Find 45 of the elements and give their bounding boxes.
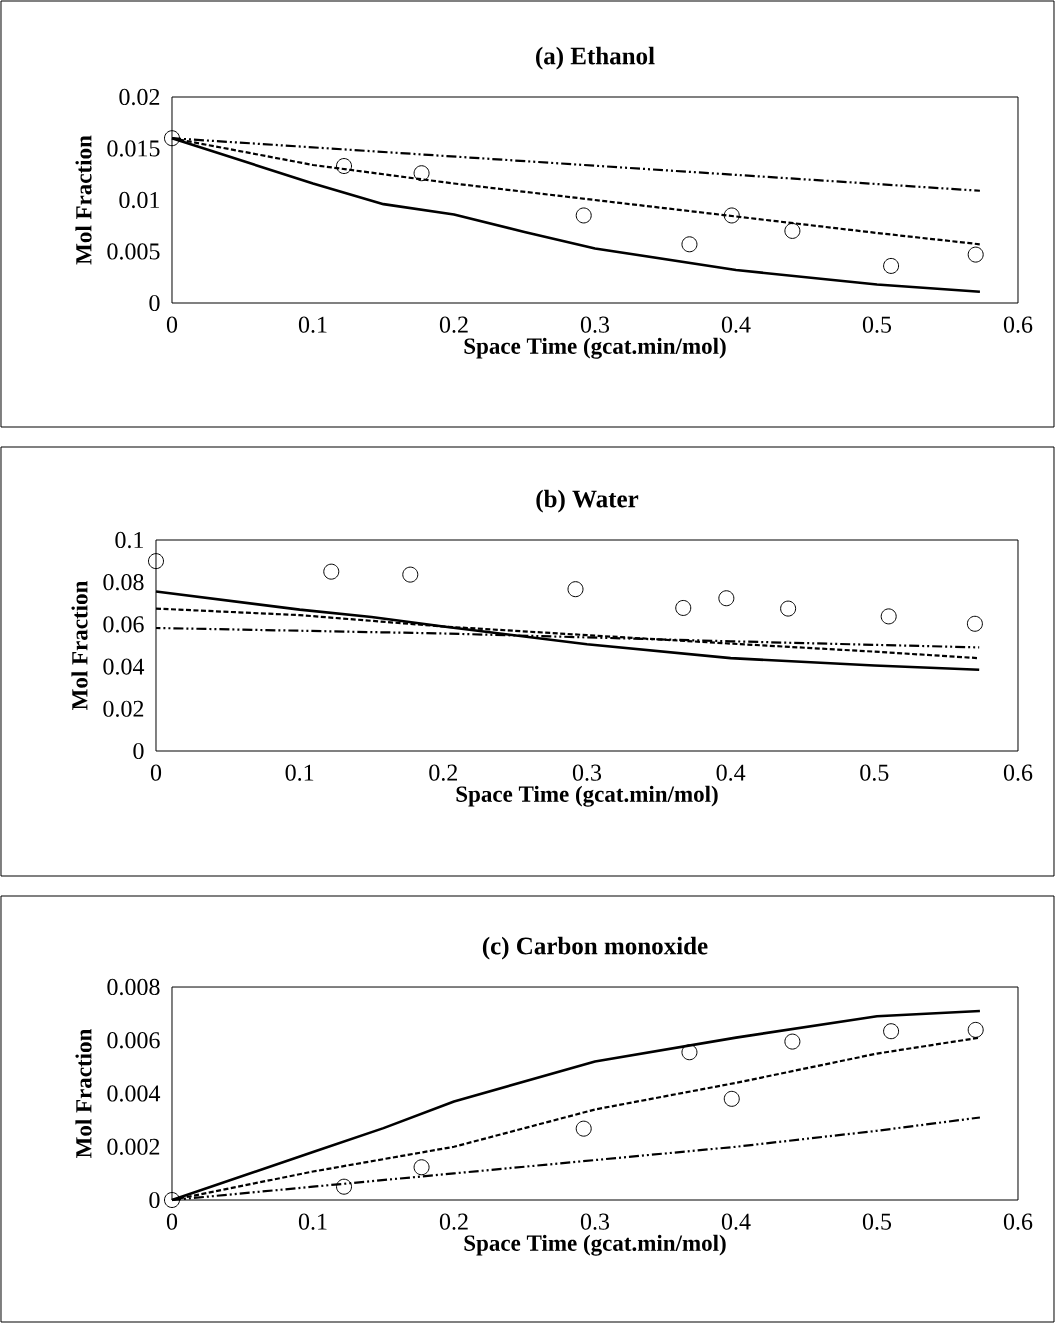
y-tick-label: 0.1 bbox=[115, 531, 144, 549]
y-tick-label: 0.006 bbox=[107, 1032, 160, 1049]
x-tick-label: 0.4 bbox=[716, 764, 746, 781]
x-tick-label: 0.3 bbox=[580, 316, 610, 333]
x-axis-title: Space Time (gcat.min/mol) bbox=[456, 785, 718, 807]
x-tick-label: 0.5 bbox=[862, 1213, 892, 1230]
chart-title: (c) Carbon monoxide bbox=[482, 936, 708, 960]
x-tick-label: 0.5 bbox=[862, 316, 892, 333]
y-axis-title: Mol Fraction bbox=[71, 581, 88, 710]
y-axis-title: Mol Fraction bbox=[75, 1029, 92, 1158]
x-tick-label: 0.5 bbox=[860, 764, 889, 781]
y-tick-label: 0 bbox=[149, 294, 160, 312]
x-tick-label: 0.4 bbox=[721, 316, 751, 333]
x-tick-label: 0 bbox=[166, 1213, 178, 1230]
y-tick-label: 0.01 bbox=[119, 191, 160, 209]
x-tick-label: 0.6 bbox=[1003, 316, 1033, 333]
x-tick-label: 0.1 bbox=[298, 1213, 327, 1230]
chart-title: (a) Ethanol bbox=[536, 46, 655, 70]
y-tick-label: 0.015 bbox=[107, 140, 160, 157]
y-tick-label: 0.002 bbox=[107, 1138, 160, 1155]
x-tick-label: 0.4 bbox=[721, 1213, 751, 1230]
x-tick-label: 0.1 bbox=[285, 764, 314, 781]
y-axis-title: Mol Fraction bbox=[75, 135, 92, 265]
x-tick-label: 0.6 bbox=[1003, 764, 1033, 781]
x-tick-label: 0.2 bbox=[429, 764, 458, 781]
x-tick-label: 0.3 bbox=[580, 1213, 610, 1230]
y-tick-label: 0.02 bbox=[103, 700, 144, 717]
x-axis-title: Space Time (gcat.min/mol) bbox=[464, 1234, 726, 1256]
y-tick-label: 0.04 bbox=[103, 658, 145, 675]
x-tick-label: 0.2 bbox=[439, 1213, 468, 1230]
x-axis-title: Space Time (gcat.min/mol) bbox=[464, 337, 726, 359]
y-tick-label: 0 bbox=[133, 742, 144, 760]
y-tick-label: 0.005 bbox=[107, 243, 160, 260]
chart-title: (b) Water bbox=[536, 489, 639, 513]
x-tick-label: 0 bbox=[166, 316, 178, 333]
x-tick-label: 0.3 bbox=[572, 764, 602, 781]
x-tick-label: 0.6 bbox=[1003, 1213, 1033, 1230]
y-tick-label: 0.06 bbox=[103, 616, 144, 633]
y-tick-label: 0 bbox=[149, 1191, 160, 1209]
x-tick-label: 0.1 bbox=[298, 316, 327, 333]
x-tick-label: 0.2 bbox=[439, 316, 468, 333]
y-tick-label: 0.08 bbox=[103, 574, 144, 591]
y-tick-label: 0.008 bbox=[107, 978, 160, 996]
y-tick-label: 0.02 bbox=[119, 88, 160, 106]
y-tick-label: 0.004 bbox=[107, 1085, 161, 1102]
